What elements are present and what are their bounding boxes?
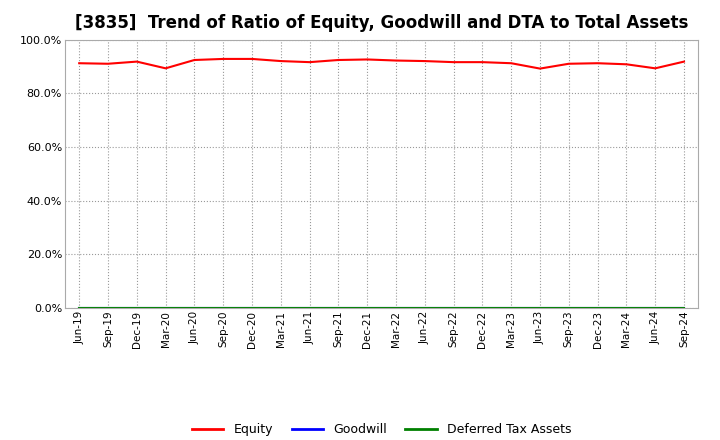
Equity [507,61,516,66]
Equity [420,59,429,64]
Deferred Tax Assets [219,305,228,310]
Goodwill [132,305,141,310]
Equity [622,62,631,67]
Goodwill [248,305,256,310]
Goodwill [161,305,170,310]
Deferred Tax Assets [75,305,84,310]
Goodwill [104,305,112,310]
Legend: Equity, Goodwill, Deferred Tax Assets: Equity, Goodwill, Deferred Tax Assets [187,418,576,440]
Goodwill [622,305,631,310]
Deferred Tax Assets [190,305,199,310]
Goodwill [305,305,314,310]
Deferred Tax Assets [420,305,429,310]
Goodwill [651,305,660,310]
Goodwill [507,305,516,310]
Deferred Tax Assets [334,305,343,310]
Equity [190,57,199,62]
Goodwill [536,305,544,310]
Deferred Tax Assets [593,305,602,310]
Equity [680,59,688,64]
Goodwill [363,305,372,310]
Deferred Tax Assets [104,305,112,310]
Equity [219,56,228,62]
Equity [305,59,314,65]
Equity [536,66,544,71]
Deferred Tax Assets [507,305,516,310]
Deferred Tax Assets [248,305,256,310]
Deferred Tax Assets [305,305,314,310]
Deferred Tax Assets [161,305,170,310]
Deferred Tax Assets [622,305,631,310]
Goodwill [219,305,228,310]
Equity [248,56,256,62]
Goodwill [190,305,199,310]
Deferred Tax Assets [132,305,141,310]
Equity [276,59,285,64]
Goodwill [420,305,429,310]
Equity [363,57,372,62]
Equity [392,58,400,63]
Equity [651,66,660,71]
Goodwill [75,305,84,310]
Deferred Tax Assets [363,305,372,310]
Goodwill [449,305,458,310]
Equity [449,59,458,65]
Equity [104,61,112,66]
Goodwill [564,305,573,310]
Deferred Tax Assets [276,305,285,310]
Line: Equity: Equity [79,59,684,69]
Deferred Tax Assets [478,305,487,310]
Deferred Tax Assets [680,305,688,310]
Equity [75,61,84,66]
Deferred Tax Assets [536,305,544,310]
Goodwill [276,305,285,310]
Deferred Tax Assets [564,305,573,310]
Goodwill [392,305,400,310]
Deferred Tax Assets [449,305,458,310]
Equity [478,59,487,65]
Deferred Tax Assets [392,305,400,310]
Goodwill [478,305,487,310]
Goodwill [593,305,602,310]
Title: [3835]  Trend of Ratio of Equity, Goodwill and DTA to Total Assets: [3835] Trend of Ratio of Equity, Goodwil… [75,15,688,33]
Equity [593,61,602,66]
Deferred Tax Assets [651,305,660,310]
Goodwill [334,305,343,310]
Goodwill [680,305,688,310]
Equity [564,61,573,66]
Equity [161,66,170,71]
Equity [334,57,343,62]
Equity [132,59,141,64]
